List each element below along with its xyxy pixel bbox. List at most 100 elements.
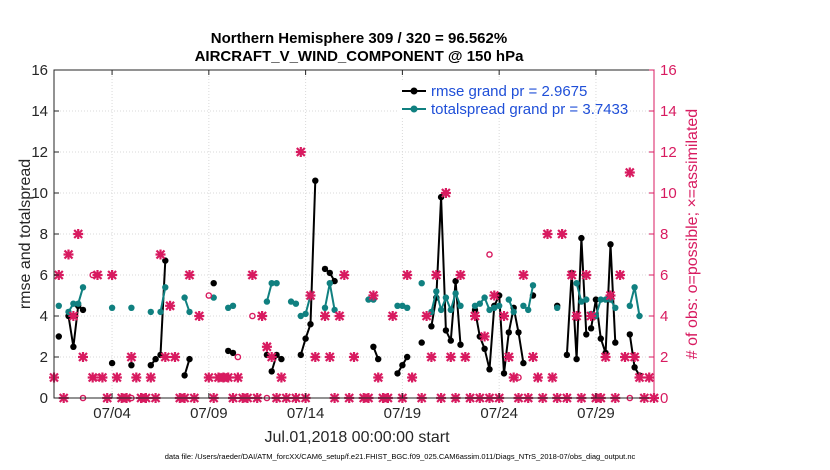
spread-point (297, 312, 304, 320)
rmse-point (515, 329, 522, 336)
spread-point (210, 294, 217, 301)
y-tick-label: 6 (40, 267, 48, 284)
spread-point (491, 304, 498, 311)
obs-assimilated-marker (600, 352, 611, 362)
spread-point (399, 302, 406, 309)
spread-point (636, 312, 643, 320)
obs-assimilated-marker (310, 352, 321, 362)
spread-point (55, 302, 62, 309)
rmse-point (128, 362, 135, 369)
spread-point (394, 302, 401, 309)
obs-assimilated-marker (276, 372, 287, 383)
obs-assimilated-marker (445, 352, 456, 362)
legend-rmse-marker (410, 87, 418, 95)
chart-title: Northern Hemisphere 309 / 320 = 96.562% (211, 30, 507, 47)
obs-assimilated-marker (223, 372, 234, 383)
rmse-point (370, 343, 377, 350)
x-tick-label: 07/19 (384, 405, 422, 422)
obs-assimilated-marker (126, 352, 137, 362)
rmse-point (626, 331, 633, 338)
obs-assimilated-marker (349, 352, 359, 362)
obs-assimilated-marker (68, 311, 79, 321)
obs-assimilated-marker (305, 290, 316, 301)
obs-assimilated-marker (489, 290, 500, 301)
spread-line (159, 287, 167, 313)
obs-assimilated-marker (431, 270, 442, 280)
obs-assimilated-marker (426, 352, 437, 362)
obs-assimilated-marker (97, 372, 108, 383)
y-right-tick-label: 8 (660, 226, 668, 243)
spread-point (162, 284, 169, 291)
rmse-point (578, 234, 585, 242)
spread-point (128, 304, 135, 311)
obs-assimilated-marker (63, 249, 74, 260)
obs-possible-marker (249, 312, 256, 320)
obs-possible-marker (205, 292, 213, 299)
obs-assimilated-marker (320, 311, 330, 321)
rmse-point (481, 345, 488, 352)
spread-point (510, 308, 517, 316)
rmse-point (442, 327, 450, 334)
rmse-point (500, 370, 508, 377)
rmse-point (563, 351, 571, 359)
y-right-tick-label: 10 (660, 185, 677, 202)
y-right-tick-label: 16 (660, 62, 677, 79)
spread-point (418, 280, 425, 287)
y-tick-label: 2 (40, 349, 48, 366)
y-tick-label: 4 (40, 308, 48, 325)
rmse-point (631, 364, 638, 371)
spread-point (442, 294, 450, 301)
obs-assimilated-marker (107, 270, 118, 280)
obs-assimilated-marker (455, 270, 466, 280)
rmse-point (297, 351, 304, 359)
rmse-point (612, 339, 619, 346)
spread-point (326, 280, 333, 287)
obs-assimilated-marker (571, 311, 582, 321)
spread-point (529, 282, 537, 289)
rmse-point (428, 323, 435, 330)
rmse-point (278, 355, 285, 363)
spread-point (452, 290, 459, 297)
obs-assimilated-marker (479, 331, 490, 342)
spread-point (108, 304, 116, 311)
obs-assimilated-marker (155, 249, 166, 260)
obs-assimilated-marker (87, 372, 98, 383)
obs-assimilated-marker (145, 372, 156, 383)
spread-point (597, 296, 604, 303)
spread-point (520, 302, 527, 309)
rmse-point (70, 343, 77, 350)
obs-assimilated-marker (566, 270, 577, 280)
spread-point (229, 302, 237, 309)
y-tick-label: 16 (31, 62, 48, 79)
x-axis-label: Jul.01,2018 00:00:00 start (264, 429, 450, 446)
rmse-line (299, 180, 317, 356)
spread-point (476, 300, 483, 307)
obs-assimilated-marker (373, 372, 384, 383)
obs-assimilated-marker (165, 300, 176, 311)
obs-assimilated-marker (295, 147, 306, 157)
rmse-point (457, 341, 464, 348)
y-right-tick-label: 4 (660, 308, 668, 325)
y-tick-label: 10 (31, 185, 48, 202)
spread-point (505, 296, 512, 303)
y-tick-label: 0 (40, 390, 48, 407)
rmse-point (268, 368, 275, 375)
rmse-point (55, 333, 62, 340)
spread-point (612, 304, 619, 311)
y-right-tick-label: 14 (660, 103, 677, 120)
spread-point (525, 306, 532, 314)
rmse-point (505, 329, 512, 336)
spread-point (186, 308, 193, 316)
obs-assimilated-marker (407, 372, 418, 383)
spread-point (471, 302, 479, 309)
obs-assimilated-marker (73, 229, 84, 239)
rmse-point (394, 370, 401, 377)
rmse-point (587, 325, 595, 332)
y-tick-label: 12 (31, 144, 48, 161)
legend-spread-marker (410, 105, 418, 113)
obs-possible-marker (515, 374, 522, 381)
x-tick-label: 07/04 (93, 405, 131, 422)
spread-point (302, 310, 309, 318)
obs-assimilated-marker (620, 352, 630, 362)
